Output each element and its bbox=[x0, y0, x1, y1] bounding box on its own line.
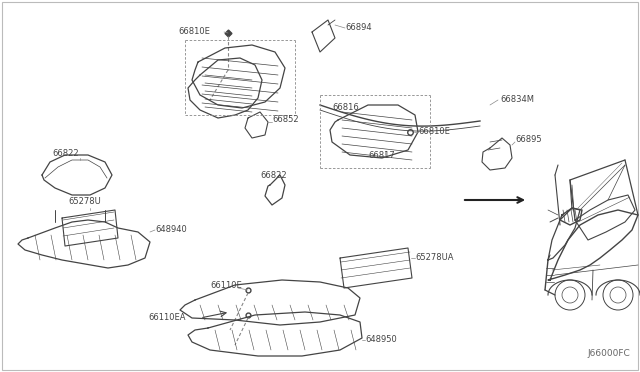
Text: 66852: 66852 bbox=[272, 115, 299, 125]
Text: 66822: 66822 bbox=[260, 170, 287, 180]
Text: 66810E: 66810E bbox=[418, 128, 450, 137]
Text: 648940: 648940 bbox=[155, 225, 187, 234]
Text: 66810E: 66810E bbox=[178, 28, 210, 36]
Text: 648950: 648950 bbox=[365, 336, 397, 344]
Text: J66000FC: J66000FC bbox=[588, 349, 630, 358]
Text: 66834M: 66834M bbox=[500, 96, 534, 105]
Text: 66895: 66895 bbox=[515, 135, 541, 144]
Text: 66817: 66817 bbox=[368, 151, 395, 160]
Text: 66110E: 66110E bbox=[210, 280, 242, 289]
Text: 66894: 66894 bbox=[345, 23, 372, 32]
Text: 66816: 66816 bbox=[332, 103, 359, 112]
Text: 65278UA: 65278UA bbox=[415, 253, 454, 263]
Text: 66822: 66822 bbox=[52, 149, 79, 158]
Text: 66110EA: 66110EA bbox=[148, 314, 186, 323]
Text: 65278U: 65278U bbox=[68, 197, 100, 206]
